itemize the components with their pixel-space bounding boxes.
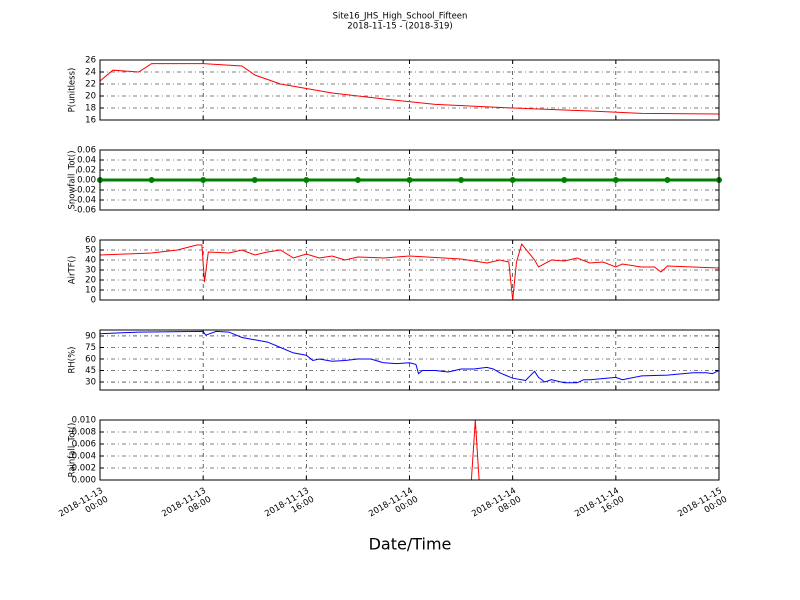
chart-title: Site16_JHS_High_School_Fifteen [333,12,468,22]
data-point [251,177,258,183]
y-tick-label: 60 [85,355,96,365]
data-point [354,177,361,183]
y-axis-label: Rainfall_Tot() [68,423,78,478]
y-tick-label: 40 [85,256,96,266]
plot-frame [99,419,720,481]
data-point [509,177,516,183]
y-tick-label: 30 [85,378,96,388]
y-tick-label: 0 [91,296,96,306]
y-tick-label: 22 [85,80,96,90]
y-tick-label: 45 [85,366,96,376]
y-tick-label: 0.008 [72,428,96,438]
y-tick-label: 30 [85,266,96,276]
y-tick-label: 0.006 [72,440,96,450]
y-tick-label: 0.004 [72,452,96,462]
y-tick-label: 26 [85,56,96,66]
y-tick-label: 20 [85,92,96,102]
y-tick-label: 60 [85,236,96,246]
y-tick-label: 0.06 [77,146,96,156]
data-line [100,330,719,384]
y-axis-label: P(unitless) [68,68,78,113]
y-axis-label: AirTF() [68,256,78,284]
data-point [303,177,310,183]
data-point [612,177,619,183]
y-tick-label: 0.000 [72,476,96,486]
y-tick-label: -0.02 [74,186,96,196]
y-tick-label: -0.06 [74,206,96,216]
y-tick-label: 16 [85,116,96,126]
chart-subtitle: 2018-11-15 - (2018-319) [347,22,452,32]
y-tick-label: 75 [85,343,96,353]
data-point [664,177,671,183]
plot-frame [99,149,720,211]
y-tick-label: 0.010 [72,416,96,426]
data-point [561,177,568,183]
y-tick-label: 0.04 [77,156,96,166]
y-tick-label: 0.02 [77,166,96,176]
plot-frame [99,59,720,121]
data-line [100,242,719,300]
data-point [406,177,413,183]
y-tick-label: 90 [85,331,96,341]
data-line [100,63,719,115]
data-point [200,177,207,183]
plot-frame [99,329,720,391]
data-point [148,177,155,183]
data-point [458,177,465,183]
y-tick-label: 50 [85,246,96,256]
y-tick-label: 24 [85,68,96,78]
y-tick-label: -0.04 [74,196,96,206]
y-tick-label: 20 [85,276,96,286]
x-axis-label: Date/Time [369,535,452,554]
y-tick-label: 10 [85,286,96,296]
y-tick-label: 0.00 [77,176,96,186]
y-axis-label: Snowfall_Tot() [68,150,78,209]
plot-frame [99,239,720,301]
y-axis-label: RH(%) [68,346,78,373]
y-tick-label: 18 [85,104,96,114]
y-tick-label: 0.002 [72,464,96,474]
